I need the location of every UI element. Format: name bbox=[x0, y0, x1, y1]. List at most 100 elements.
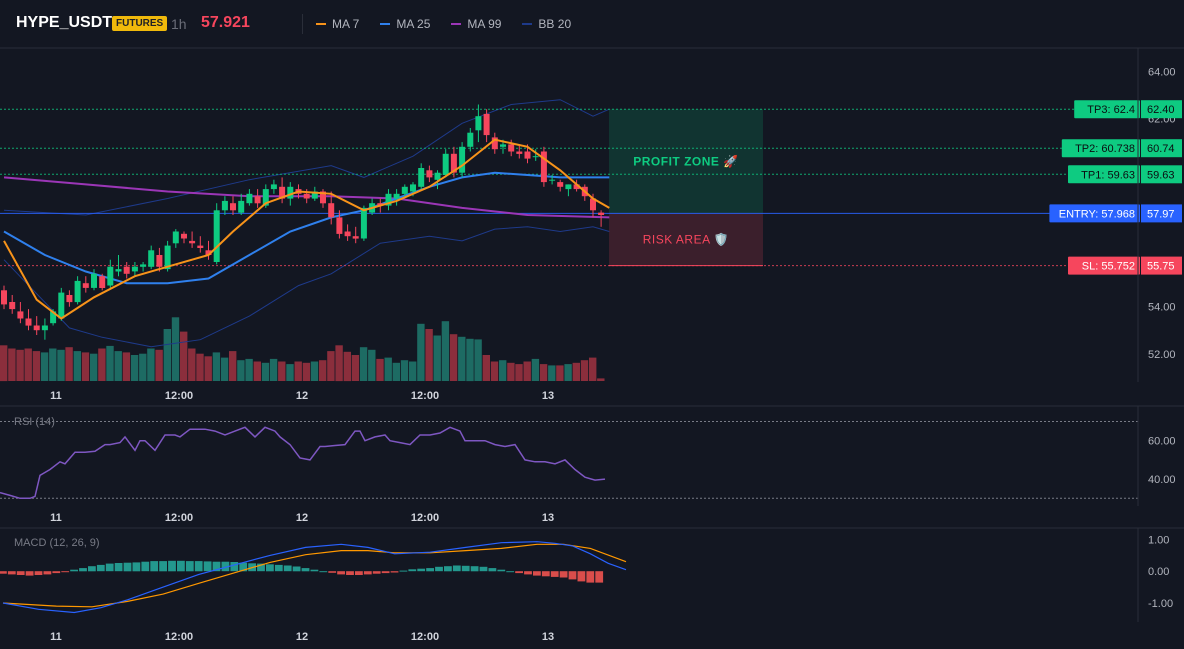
price-axis-tick: 52.00 bbox=[1148, 349, 1176, 361]
volume-bar bbox=[474, 339, 482, 381]
candle-body bbox=[467, 132, 474, 147]
volume-bar bbox=[253, 361, 261, 381]
macd-histogram-bar bbox=[274, 564, 283, 572]
candle-body bbox=[516, 151, 523, 154]
volume-bar bbox=[597, 378, 605, 381]
volume-bar bbox=[73, 351, 81, 381]
candle-body bbox=[483, 113, 490, 136]
volume-bar bbox=[0, 345, 8, 382]
macd-panel[interactable]: MACD (12, 26, 9) -1.00 0.00 1.00 11 12:00 12 12… bbox=[0, 535, 1173, 644]
candle-body bbox=[410, 184, 416, 192]
macd-histogram-bar bbox=[479, 566, 488, 572]
volume-bar bbox=[523, 361, 531, 381]
macd-histogram-bar bbox=[52, 571, 61, 574]
risk-area-label: RISK AREA 🛡️ bbox=[643, 233, 729, 247]
volume-bar bbox=[368, 349, 376, 381]
volume-bar bbox=[40, 352, 49, 381]
macd-histogram-bar bbox=[319, 571, 328, 573]
macd-histogram-bar bbox=[417, 568, 426, 572]
timeframe-label[interactable]: 1h bbox=[171, 16, 187, 32]
candle-body bbox=[164, 245, 171, 270]
volume-bar bbox=[245, 358, 253, 381]
rsi-axis-tick: 60.00 bbox=[1148, 436, 1176, 448]
x-axis-tick: 13 bbox=[542, 390, 554, 402]
volume-bar bbox=[180, 331, 188, 381]
level-axis-tag-entry bbox=[1141, 204, 1182, 223]
level-tag-label: TP1: 59.63 bbox=[1081, 169, 1135, 181]
candle-body bbox=[172, 231, 179, 244]
macd-histogram-bar bbox=[266, 564, 274, 572]
candle-body bbox=[565, 184, 572, 190]
legend-bb20[interactable]: BB 20 bbox=[522, 16, 571, 32]
macd-histogram-bar bbox=[34, 571, 43, 575]
legend-swatch bbox=[522, 23, 533, 25]
x-axis-tick: 12 bbox=[296, 631, 308, 643]
macd-histogram-bar bbox=[43, 571, 52, 575]
level-tag-label: SL: 55.752 bbox=[1082, 261, 1135, 273]
candle-body bbox=[393, 193, 400, 199]
macd-histogram-bar bbox=[177, 560, 185, 572]
candle-body bbox=[385, 193, 392, 206]
macd-histogram-bar bbox=[230, 562, 239, 572]
candle-body bbox=[238, 200, 245, 213]
macd-histogram-bar bbox=[16, 571, 25, 575]
volume-bar bbox=[16, 349, 24, 381]
volume-bar bbox=[278, 361, 286, 381]
candle-body bbox=[328, 203, 335, 218]
rsi-axis-tick: 40.00 bbox=[1148, 474, 1176, 486]
volume-bar bbox=[564, 364, 572, 381]
risk-area bbox=[609, 213, 763, 266]
level-tag-label: ENTRY: 57.968 bbox=[1059, 208, 1135, 220]
volume-bar bbox=[237, 360, 245, 381]
rsi-line bbox=[0, 426, 606, 500]
macd-histogram-bar bbox=[301, 568, 310, 572]
level-axis-tag-tp2 bbox=[1141, 139, 1182, 158]
rsi-panel[interactable]: RSI (14) 40.00 60.00 11 12:00 12 12:00 13 bbox=[0, 416, 1176, 524]
level-tag-tp2 bbox=[1061, 139, 1140, 158]
legend-label: MA 25 bbox=[396, 17, 431, 31]
volume-bar bbox=[90, 353, 98, 381]
macd-histogram-bar bbox=[390, 571, 399, 573]
volume-bar bbox=[441, 321, 450, 381]
macd-histogram-bar bbox=[132, 562, 141, 572]
x-axis-tick: 12:00 bbox=[165, 631, 193, 643]
level-axis-tag-sl bbox=[1141, 256, 1182, 275]
volume-bar bbox=[65, 347, 73, 381]
header-divider bbox=[302, 14, 303, 34]
volume-bar bbox=[310, 361, 319, 381]
volume-bar bbox=[81, 352, 90, 381]
macd-histogram-bar bbox=[444, 566, 452, 572]
candle-body bbox=[475, 116, 482, 131]
macd-line bbox=[2, 541, 627, 614]
volume-bar bbox=[319, 360, 327, 381]
legend-ma7[interactable]: MA 7 bbox=[316, 16, 359, 32]
level-axis-label: 55.75 bbox=[1147, 261, 1175, 273]
macd-histogram-bar bbox=[0, 571, 7, 574]
candle-body bbox=[336, 217, 343, 234]
candle-body bbox=[123, 266, 130, 274]
volume-bar bbox=[188, 348, 196, 381]
candle-body bbox=[41, 325, 48, 331]
volume-bar bbox=[384, 357, 392, 381]
macd-histogram-bar bbox=[292, 566, 301, 572]
symbol-title[interactable]: HYPE_USDT bbox=[16, 14, 113, 31]
level-tag-tp3 bbox=[1074, 100, 1140, 119]
x-axis-tick: 11 bbox=[50, 512, 62, 524]
macd-axis-tick: 0.00 bbox=[1148, 566, 1169, 578]
level-axis-label: 57.97 bbox=[1147, 208, 1175, 220]
candle-body bbox=[279, 186, 286, 199]
macd-histogram-bar bbox=[96, 564, 105, 572]
macd-histogram-bar bbox=[185, 561, 194, 572]
indicator-legend: MA 7 MA 25 MA 99 BB 20 bbox=[316, 16, 592, 32]
candle-body bbox=[189, 240, 196, 244]
macd-histogram-bar bbox=[452, 565, 461, 572]
candle-body bbox=[540, 151, 547, 183]
volume-bar bbox=[359, 347, 368, 381]
legend-ma99[interactable]: MA 99 bbox=[451, 16, 501, 32]
price-panel[interactable]: PROFIT ZONE 🚀 RISK AREA 🛡️ 52.00 54.00 64.00… bbox=[0, 67, 1182, 403]
macd-histogram-bar bbox=[70, 569, 78, 572]
legend-ma25[interactable]: MA 25 bbox=[380, 16, 430, 32]
candle-body bbox=[17, 311, 24, 319]
last-price: 57.921 bbox=[201, 14, 250, 31]
